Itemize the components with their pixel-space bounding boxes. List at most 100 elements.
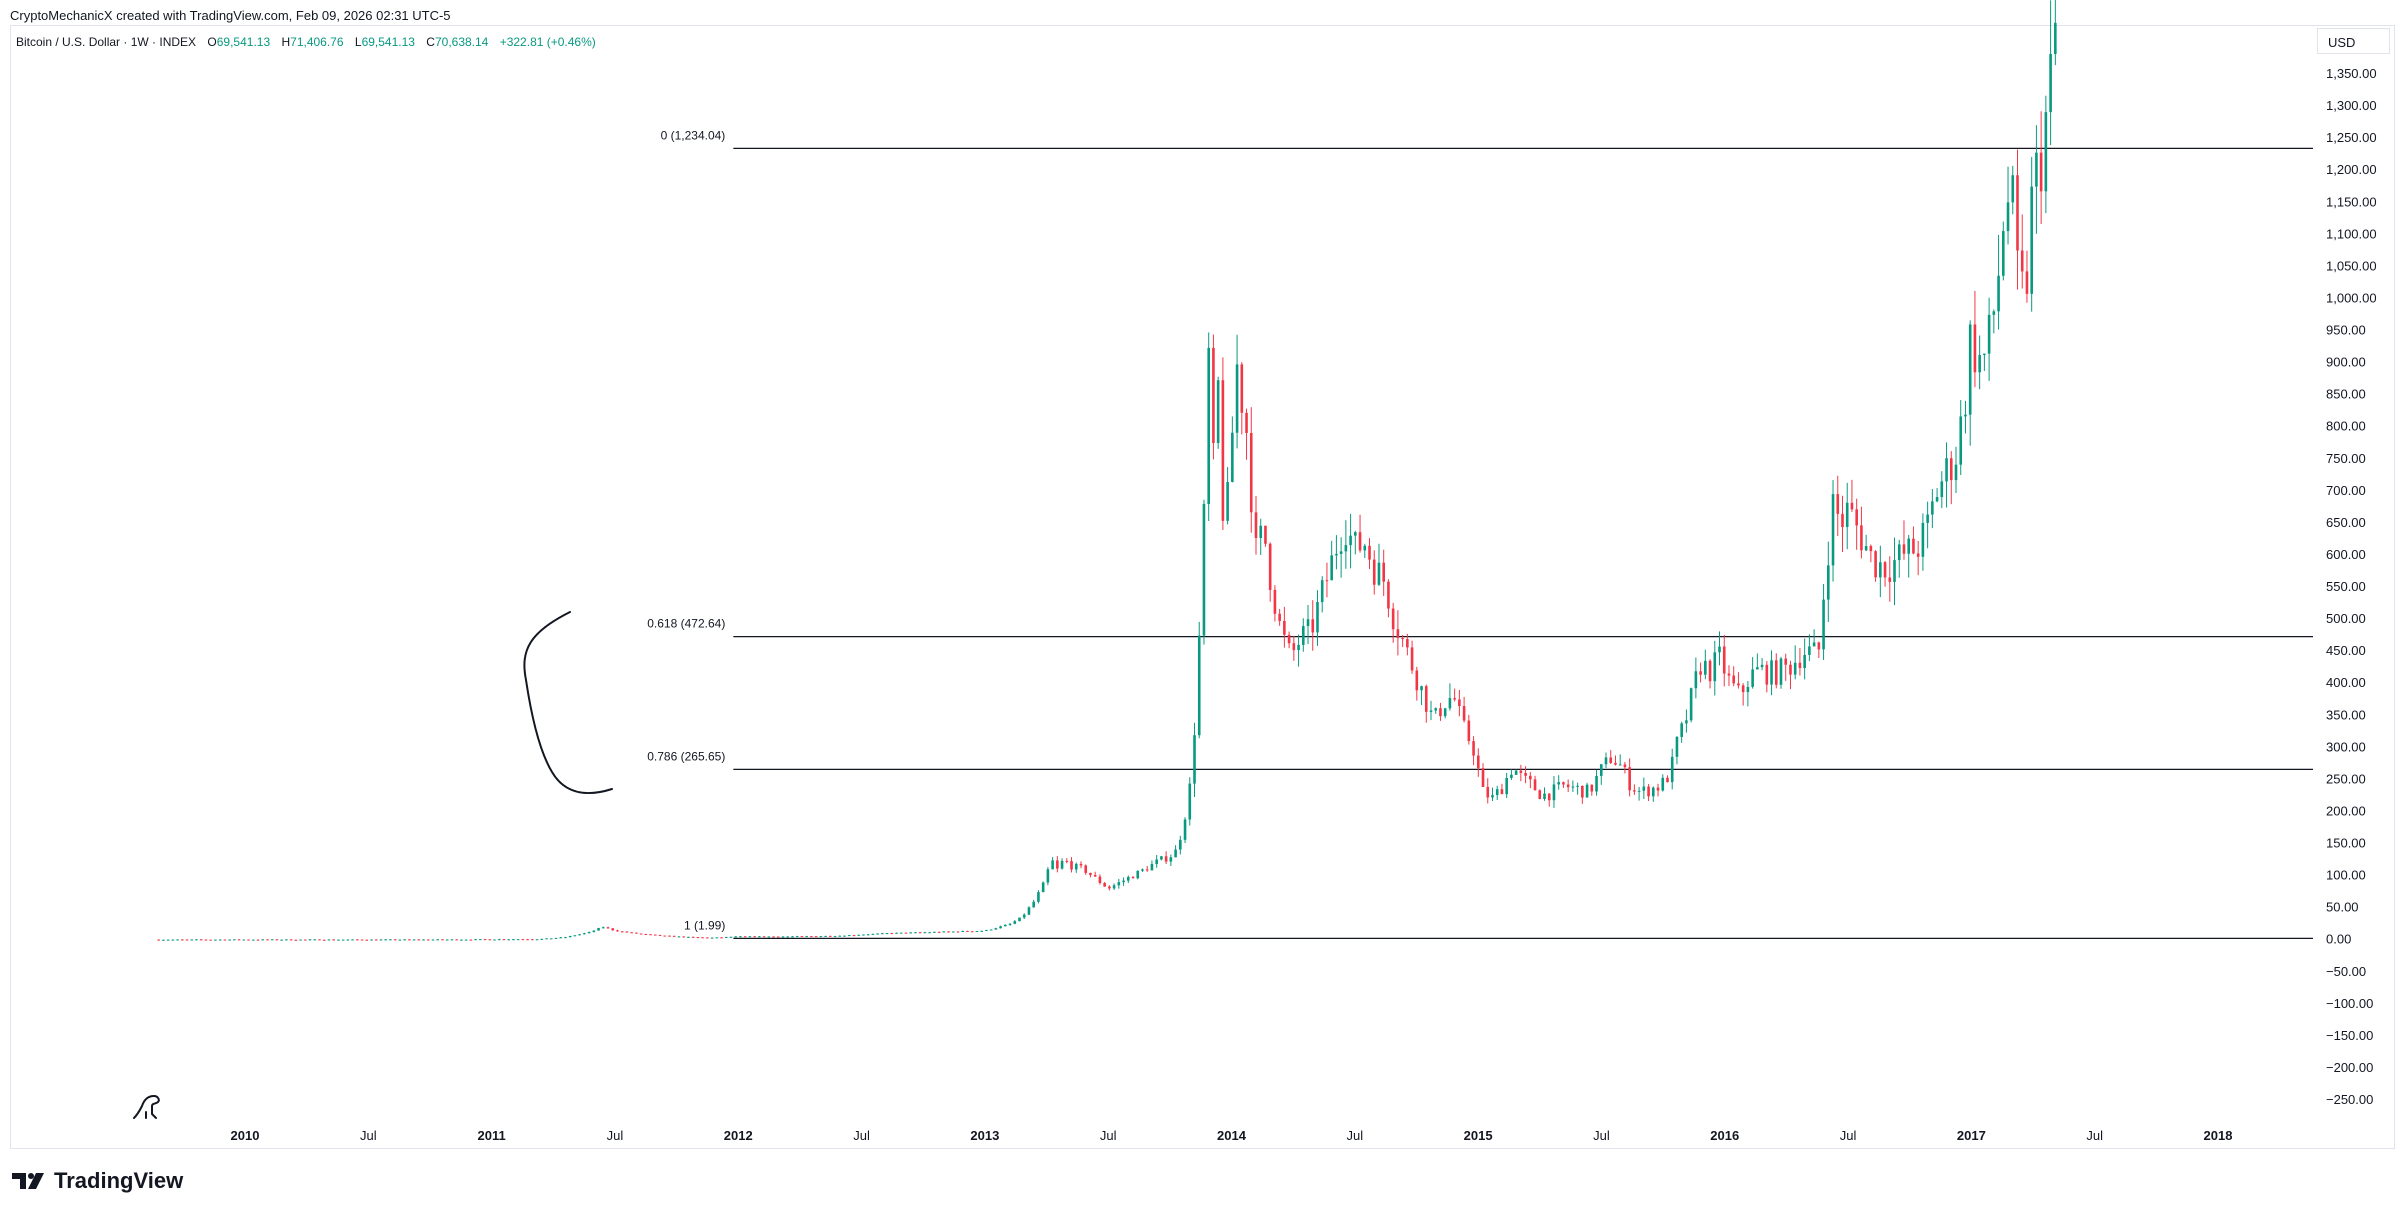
candle [1268,542,1272,602]
candle [951,931,955,933]
candle [795,935,799,938]
candle [592,930,596,933]
time-axis[interactable]: 2010 Jul 2011 Jul 2012 Jul 2013 Jul 2014 Jul 2015 J… [231,1128,2233,1143]
candle [710,937,714,939]
candle [507,939,510,941]
candle [914,931,917,934]
candle [1259,518,1263,556]
candle [289,939,293,941]
candle [2011,165,2015,215]
brand-name: TradingView [54,1168,184,1193]
currency-button[interactable]: USD [2317,28,2390,54]
candle [1051,857,1054,870]
candle [280,939,283,941]
fib-retracement-levels[interactable]: 0 (1,234.04) 0.618 (472.64) 0.786 (265.65)… [647,128,2313,940]
candle [611,928,615,931]
candle [1907,534,1911,578]
candle [715,937,719,939]
candle [961,930,965,932]
price-tick-label: 150.00 [2326,836,2366,851]
candle [1415,666,1419,701]
candle [479,939,482,941]
candle [1231,416,1234,483]
price-tick-label: 600.00 [2326,547,2366,562]
candle [942,931,946,933]
candle [1855,498,1858,550]
candle [1363,543,1367,559]
candle [739,935,742,938]
candle [1812,629,1816,647]
price-tick-label: 450.00 [2326,643,2366,658]
candle [1339,537,1343,578]
tradingview-logo-icon [12,1173,44,1189]
price-tick-label: 1,050.00 [2326,258,2377,273]
candle [871,933,875,935]
candle [1410,640,1414,674]
price-tick-label: 1,150.00 [2326,194,2377,209]
candle [389,939,392,941]
candle [1921,513,1925,571]
candle [1860,506,1863,559]
candle [1599,763,1603,785]
price-tick-label: 200.00 [2326,803,2366,818]
candle [559,937,563,939]
candle [1481,763,1485,787]
candle [1803,638,1806,680]
candle [573,935,577,937]
candle [1056,856,1059,873]
price-tick-label: 1,200.00 [2326,162,2377,177]
candle [1226,467,1229,525]
candle [1987,297,1991,381]
candle [970,931,974,933]
candle [157,939,160,941]
candle [1576,782,1579,795]
candle [753,936,756,938]
tradingview-brand[interactable]: TradingView [12,1168,183,1194]
candle [1358,514,1362,553]
candle [1836,475,1840,537]
candle [767,936,771,938]
candle [1169,854,1173,867]
candle [313,939,317,941]
candle [285,939,288,941]
candle [1618,754,1622,766]
candle [1467,714,1471,745]
candle [460,939,463,941]
time-tick-label: Jul [1347,1128,1364,1143]
candle [308,939,312,941]
candle [1533,775,1537,791]
candle [204,939,208,941]
candle [1335,535,1338,570]
candle [658,934,662,936]
candle [1978,335,1981,390]
candle [1722,634,1726,687]
candle [649,934,652,936]
candle [195,939,198,941]
price-axis[interactable]: 1,350.00 1,300.00 1,250.00 1,200.00 1,150.00… [2326,66,2377,1107]
symbol-title[interactable]: Bitcoin / U.S. Dollar · 1W · INDEX [16,35,197,49]
candle [322,939,326,941]
candle [1141,868,1144,872]
high-value: 71,406.76 [290,35,344,49]
candle [994,927,998,930]
candle [1439,702,1442,721]
candle [1046,867,1050,886]
time-tick-label: Jul [853,1128,870,1143]
price-tick-label: 550.00 [2326,579,2366,594]
price-tick-label: 950.00 [2326,323,2366,338]
price-tick-label: 1,100.00 [2326,226,2377,241]
candle [918,932,922,934]
open-value: 69,541.13 [216,35,271,49]
candle [1774,653,1778,689]
time-tick-label: Jul [1100,1128,1117,1143]
candle [1108,885,1111,891]
candle [1874,550,1877,582]
candle [881,932,884,935]
candle [824,935,827,937]
candle [838,935,842,937]
candle [1623,761,1627,774]
candle [814,936,818,938]
candle [341,939,345,941]
time-tick-label: 2011 [478,1128,506,1143]
